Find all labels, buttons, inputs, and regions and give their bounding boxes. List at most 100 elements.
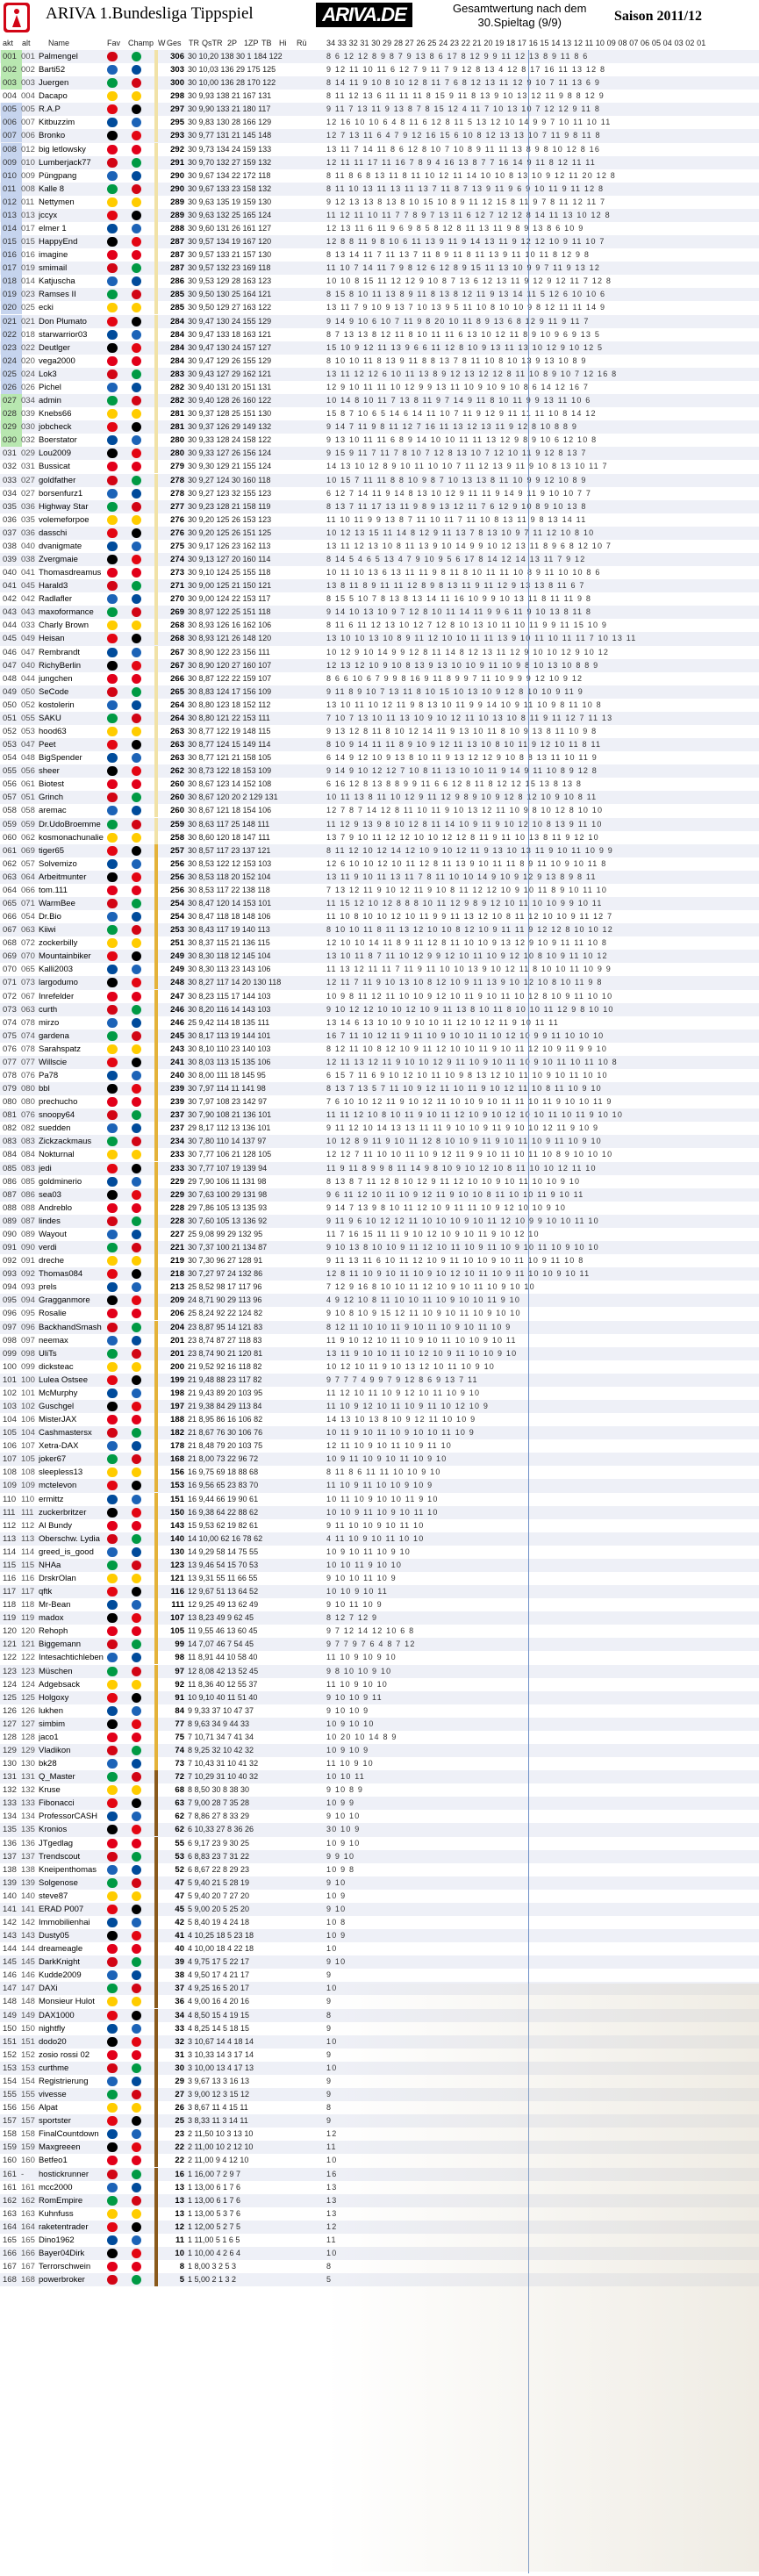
player-name-link[interactable]: Biggemann: [39, 1640, 82, 1650]
player-name-link[interactable]: lindes: [39, 1216, 61, 1226]
player-name-link[interactable]: Inrefelder: [39, 991, 75, 1001]
player-name-link[interactable]: Kalle 8: [39, 183, 65, 194]
player-name-link[interactable]: Lumberjack77: [39, 157, 91, 168]
player-name-link[interactable]: JTgedlag: [39, 1838, 74, 1848]
player-name-link[interactable]: jungchen: [39, 673, 73, 684]
player-name-link[interactable]: Heisan: [39, 634, 65, 644]
player-name-link[interactable]: Don Plumato: [39, 316, 87, 326]
player-name-link[interactable]: Kitbuzzim: [39, 118, 75, 128]
brand-logo[interactable]: ARIVA.DE: [316, 3, 412, 27]
player-name-link[interactable]: Mountainbiker: [39, 951, 91, 962]
player-name-link[interactable]: sleepless13: [39, 1467, 83, 1478]
player-name-link[interactable]: elmer 1: [39, 224, 67, 234]
player-name-link[interactable]: Arbeitmunter: [39, 872, 87, 882]
player-name-link[interactable]: Barti52: [39, 65, 66, 75]
player-name-link[interactable]: DAXi: [39, 1984, 58, 1994]
player-name-link[interactable]: Dino1962: [39, 2235, 75, 2245]
player-name-link[interactable]: Charly Brown: [39, 621, 90, 631]
player-name-link[interactable]: Andreblo: [39, 1202, 73, 1213]
player-name-link[interactable]: zosio rossi 02: [39, 2049, 90, 2060]
player-name-link[interactable]: Kruse: [39, 1785, 61, 1796]
player-name-link[interactable]: RomEmpire: [39, 2195, 83, 2206]
player-name-link[interactable]: kostolerin: [39, 700, 75, 710]
player-name-link[interactable]: Solvemizo: [39, 858, 77, 869]
player-name-link[interactable]: Bronko: [39, 131, 66, 141]
player-name-link[interactable]: goldfather: [39, 475, 76, 485]
player-name-link[interactable]: verdi: [39, 1243, 57, 1253]
player-name-link[interactable]: Oberschw. Lydia: [39, 1533, 100, 1544]
player-name-link[interactable]: Mr-Bean: [39, 1600, 71, 1611]
player-name-link[interactable]: Maxgreeen: [39, 2142, 81, 2153]
player-name-link[interactable]: Nettymen: [39, 197, 75, 207]
player-name-link[interactable]: Wayout: [39, 1229, 67, 1239]
player-name-link[interactable]: big letlowsky: [39, 144, 86, 154]
player-name-link[interactable]: dicksteac: [39, 1361, 74, 1372]
player-name-link[interactable]: Bussicat: [39, 462, 70, 472]
player-name-link[interactable]: Püngpang: [39, 170, 77, 181]
player-name-link[interactable]: Lulea Ostsee: [39, 1374, 88, 1385]
player-name-link[interactable]: Intesachtichleben: [39, 1653, 104, 1663]
player-name-link[interactable]: Registrierung: [39, 2076, 89, 2086]
player-name-link[interactable]: lukhen: [39, 1705, 63, 1716]
player-name-link[interactable]: Betfeo1: [39, 2156, 68, 2166]
player-name-link[interactable]: Rosalie: [39, 1309, 67, 1319]
player-name-link[interactable]: Pichel: [39, 382, 61, 392]
player-name-link[interactable]: powerbroker: [39, 2275, 85, 2285]
player-name-link[interactable]: Pa78: [39, 1071, 59, 1081]
player-name-link[interactable]: Lok3: [39, 369, 57, 379]
player-name-link[interactable]: curthme: [39, 2063, 69, 2073]
player-name-link[interactable]: DAX1000: [39, 2010, 75, 2020]
player-name-link[interactable]: RichyBerlin: [39, 660, 82, 671]
player-name-link[interactable]: Dr.Bio: [39, 912, 61, 922]
player-name-link[interactable]: Monsieur Hulot: [39, 1997, 95, 2007]
player-name-link[interactable]: Biotest: [39, 779, 65, 790]
player-name-link[interactable]: HappyEnd: [39, 237, 78, 248]
player-name-link[interactable]: prechucho: [39, 1097, 78, 1108]
player-name-link[interactable]: Dr.UdoBroemme: [39, 819, 101, 829]
player-name-link[interactable]: jedi: [39, 1163, 52, 1173]
player-name-link[interactable]: Willscie: [39, 1057, 68, 1067]
player-name-link[interactable]: dodo20: [39, 2036, 67, 2047]
player-name-link[interactable]: aremac: [39, 806, 67, 816]
player-name-link[interactable]: Bayer04Dirk: [39, 2248, 85, 2258]
player-name-link[interactable]: maxoformance: [39, 607, 94, 618]
player-name-link[interactable]: NHAa: [39, 1560, 61, 1570]
player-name-link[interactable]: ermittz: [39, 1494, 64, 1504]
player-name-link[interactable]: UliTs: [39, 1348, 57, 1359]
player-name-link[interactable]: sheer: [39, 766, 60, 777]
player-name-link[interactable]: Palmengel: [39, 52, 78, 61]
player-name-link[interactable]: admin: [39, 396, 61, 406]
player-name-link[interactable]: largodumo: [39, 978, 78, 988]
player-name-link[interactable]: Kuhnfuss: [39, 2208, 74, 2219]
player-name-link[interactable]: madox: [39, 1613, 64, 1624]
player-name-link[interactable]: goldminerio: [39, 1176, 82, 1187]
player-name-link[interactable]: DarkKnight: [39, 1957, 80, 1968]
player-name-link[interactable]: Zvergmaie: [39, 554, 78, 564]
player-name-link[interactable]: qftk: [39, 1587, 53, 1597]
player-name-link[interactable]: joker67: [39, 1454, 67, 1465]
player-name-link[interactable]: sportster: [39, 2116, 71, 2127]
player-name-link[interactable]: dasschi: [39, 527, 68, 538]
player-name-link[interactable]: Radlafler: [39, 594, 73, 605]
player-name-link[interactable]: Kneipenthomas: [39, 1864, 97, 1875]
player-name-link[interactable]: Immobilienhai: [39, 1918, 90, 1928]
player-name-link[interactable]: Kiiwi: [39, 925, 56, 936]
player-name-link[interactable]: Holgoxy: [39, 1692, 69, 1703]
player-name-link[interactable]: gardena: [39, 1030, 69, 1041]
player-name-link[interactable]: dreameagle: [39, 1944, 83, 1955]
player-name-link[interactable]: SeCode: [39, 686, 69, 697]
player-name-link[interactable]: Katjuscha: [39, 276, 75, 287]
player-name-link[interactable]: suedden: [39, 1123, 71, 1134]
player-name-link[interactable]: Müschen: [39, 1666, 73, 1676]
player-name-link[interactable]: Cashmastersx: [39, 1428, 92, 1439]
player-name-link[interactable]: tom.111: [39, 885, 68, 895]
player-name-link[interactable]: Nokturnal: [39, 1150, 75, 1160]
player-name-link[interactable]: Terrorschwein: [39, 2262, 91, 2272]
player-name-link[interactable]: Highway Star: [39, 501, 89, 512]
player-name-link[interactable]: SAKU: [39, 713, 61, 723]
player-name-link[interactable]: Thomasdreamus: [39, 568, 102, 578]
player-name-link[interactable]: Al Bundy: [39, 1520, 73, 1531]
player-name-link[interactable]: bbl: [39, 1084, 50, 1094]
player-name-link[interactable]: mcc2000: [39, 2182, 73, 2192]
player-name-link[interactable]: kosmonachunalie: [39, 832, 104, 843]
